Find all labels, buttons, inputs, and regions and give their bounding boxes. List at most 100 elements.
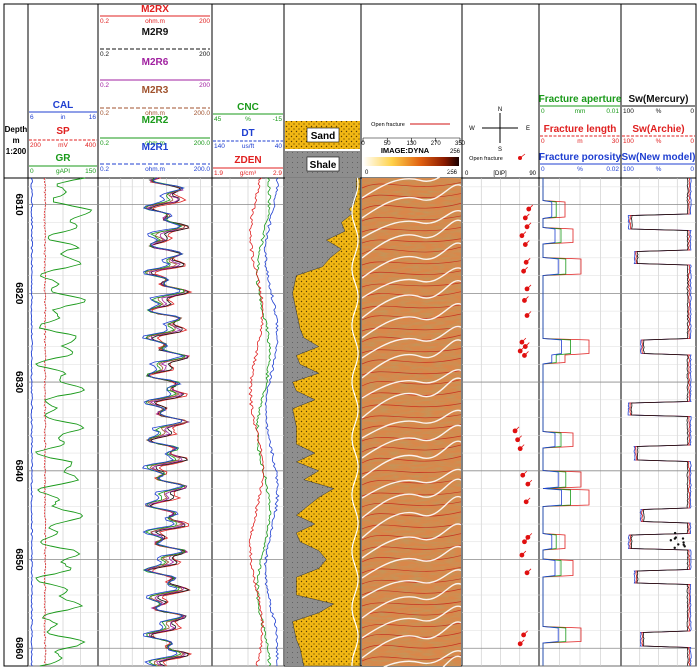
borehole-edge [351,177,359,666]
open-fracture-trace [361,632,462,640]
curve-name: M2R9 [142,27,169,38]
depth-tick-label: 6820 [13,282,24,305]
curve-max: 200 [199,18,210,25]
porosity-curve-2 [248,177,265,667]
porosity-curve-0 [255,177,272,667]
open-fracture-trace [361,260,462,266]
dip-tadpole-point [521,268,526,274]
dip-tadpole-point [523,259,529,265]
curve-unit: % [656,108,662,115]
depth-scale: 1:200 [6,147,27,156]
open-fracture-trace [361,588,462,596]
dip-tadpole-point [517,348,523,354]
dip-tadpole-point [526,206,532,212]
curve-unit: us/ft [242,143,254,150]
sw-mercury-point [673,546,676,550]
curve-name: M2R1 [142,142,169,153]
sand-legend-box [306,127,340,143]
curve-min: 0 [541,138,545,145]
dip-tadpole-point [512,428,518,434]
curve-min: 100 [623,108,634,115]
curve-unit: % [656,166,662,173]
curve-min: 0.2 [100,140,109,147]
dip-legend-tail [519,153,526,159]
curve-name: SP [56,126,70,137]
dip-tadpole-point [525,534,531,540]
curve-max: -15 [273,116,283,123]
open-fracture-trace [361,182,462,189]
curve-min: 140 [214,143,225,150]
curve-max: 200.0 [194,110,211,117]
dip-scale-min: 0 [465,171,469,177]
curve-name: Fracture porosity [539,152,622,163]
dip-tadpole-point [522,215,528,221]
compass-west: W [469,126,475,132]
curve-name: Sw(Mercury) [628,94,688,105]
dip-tadpole-point [519,552,525,558]
sw-mercury-point [677,543,680,546]
curve-unit: g/cm³ [240,170,257,177]
dip-tadpole-point [519,233,525,239]
dip-tadpole-point [515,437,521,443]
curve-name: CNC [237,102,259,113]
curve-name: Sw(New model) [622,152,696,163]
fracture-curve-2 [542,178,562,666]
open-fracture-trace [361,334,462,343]
compass-east: E [526,126,530,132]
curve-max: 2.9 [273,170,282,177]
sand-legend-label: Sand [311,131,335,142]
sinusoid-trace [361,377,462,419]
curve-max: 200.0 [194,166,211,173]
open-fracture-trace [361,456,462,464]
cal-curve [30,177,34,667]
open-fracture-trace [361,533,462,541]
dip-tadpole-point [524,570,530,576]
curve-min: 100 [623,166,634,173]
dip-tadpole-point [523,499,529,505]
curve-name: GR [56,153,72,164]
compass-north: N [498,107,502,113]
curve-name: M2RX [141,4,169,15]
sinusoid-trace [361,523,462,559]
dip-tadpole-point [522,344,528,349]
sinusoid-trace [361,468,462,499]
open-fracture-trace [361,478,462,486]
open-fracture-trace [361,654,462,662]
gr-curve [34,177,93,667]
curve-max: 0.02 [606,166,619,173]
curve-max: 16 [89,114,97,121]
curve-min: 0.2 [100,51,109,58]
depth-tick-label: 6840 [13,460,24,483]
curve-min: 0.2 [100,110,109,117]
curve-min: 0.2 [100,18,109,25]
image-color-scale [363,157,459,166]
open-fracture-trace [361,291,462,299]
sw-mercury-point [682,543,685,546]
curve-unit: % [656,138,662,145]
sinusoid-trace [361,325,462,359]
open-fracture-trace [361,601,462,607]
sinusoid-trace [361,219,462,259]
sinusoid-trace [361,210,462,239]
curve-max: 30 [612,138,620,145]
curve-name: Fracture length [544,124,617,135]
curve-max: 40 [275,143,283,150]
image-scale-tick-label: 270 [431,141,442,147]
open-fracture-trace [361,566,462,574]
curve-unit: ohm.m [145,18,165,25]
curve-unit: m [577,138,582,145]
image-scale-tick-label: 50 [384,141,391,147]
curve-name: M2R3 [142,85,169,96]
dip-tadpole-point [524,286,530,292]
shale-legend-label: Shale [310,160,337,171]
sinusoid-trace [361,583,462,619]
curve-min: 0 [541,108,545,115]
sinusoid-trace [361,440,462,479]
sinusoid-trace [361,267,462,299]
curve-unit: % [577,166,583,173]
depth-label: Depth [5,125,28,134]
curve-name: M2R6 [142,57,169,68]
curve-unit: % [245,116,251,123]
